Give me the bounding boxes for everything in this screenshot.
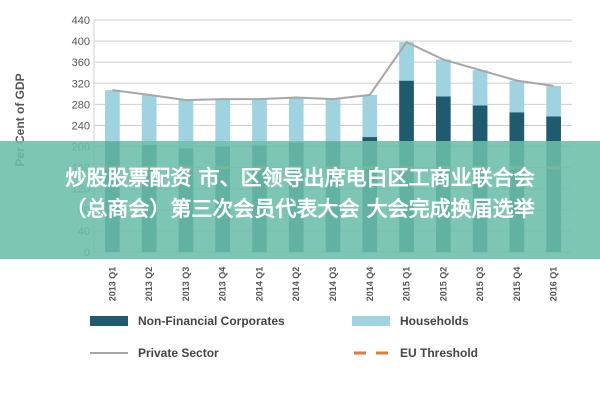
overlay-line-1: 炒股股票配资 市、区领导出席电白区工商业联合会 xyxy=(65,166,535,190)
bar-households-2 xyxy=(178,100,194,149)
x-tick-1: 2013 Q2 xyxy=(144,267,154,302)
x-tick-5: 2014 Q2 xyxy=(291,267,301,302)
bar-households-7 xyxy=(362,94,378,138)
legend-private-sector-label: Private Sector xyxy=(138,346,219,360)
bar-households-4 xyxy=(252,99,267,146)
legend-non-financial-corporates-swatch xyxy=(90,316,128,326)
y-tick-280: 280 xyxy=(72,99,90,111)
bar-households-10 xyxy=(472,70,488,106)
bar-households-11 xyxy=(509,80,525,113)
x-tick-9: 2015 Q2 xyxy=(438,267,448,302)
legend-households-label: Households xyxy=(400,314,469,328)
bar-households-5 xyxy=(288,97,304,143)
legend-eu-threshold-label: EU Threshold xyxy=(400,346,478,360)
bar-households-6 xyxy=(325,99,341,142)
x-tick-4: 2014 Q1 xyxy=(254,267,264,302)
overlay-line-2: （总商会）第三次会员代表大会 大会完成换届选举 xyxy=(65,197,535,221)
private-sector-line xyxy=(112,40,554,102)
bar-households-12 xyxy=(546,85,561,117)
x-tick-3: 2013 Q4 xyxy=(218,267,228,302)
bar-households-9 xyxy=(435,59,451,97)
x-tick-2: 2013 Q3 xyxy=(181,267,191,302)
bar-households-3 xyxy=(215,99,231,147)
x-tick-8: 2015 Q1 xyxy=(402,267,412,302)
x-tick-12: 2016 Q1 xyxy=(549,267,559,302)
legend-households-swatch xyxy=(352,316,390,326)
bar-households-8 xyxy=(399,42,414,81)
y-tick-440: 440 xyxy=(72,15,90,27)
y-tick-320: 320 xyxy=(72,78,90,90)
bar-households-0 xyxy=(105,90,120,142)
overlay-banner: 炒股股票配资 市、区领导出席电白区工商业联合会 （总商会）第三次会员代表大会 大… xyxy=(0,141,600,259)
x-tick-0: 2013 Q1 xyxy=(107,267,117,302)
bar-households-1 xyxy=(141,94,157,145)
y-tick-400: 400 xyxy=(72,36,90,48)
x-tick-10: 2015 Q3 xyxy=(475,267,485,302)
x-tick-7: 2014 Q4 xyxy=(365,267,375,302)
y-tick-240: 240 xyxy=(72,120,90,132)
legend-non-financial-corporates-label: Non-Financial Corporates xyxy=(138,314,285,328)
x-tick-11: 2015 Q4 xyxy=(512,267,522,302)
y-tick-360: 360 xyxy=(72,57,90,69)
x-tick-6: 2014 Q3 xyxy=(328,267,338,302)
